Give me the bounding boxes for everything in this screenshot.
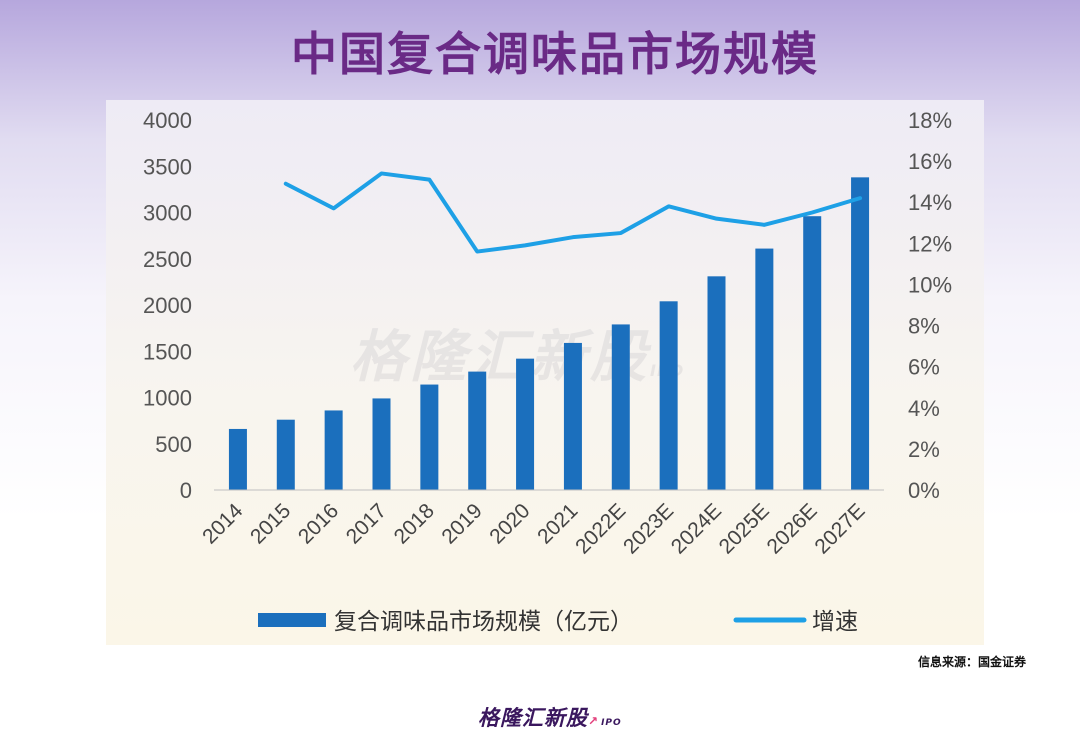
bar-2022E [611,324,630,490]
y-right-tick-label: 2% [908,437,940,462]
brand-name: 格隆汇新股 [478,706,588,730]
x-tick-label: 2022E [571,499,630,558]
bar-2015 [276,419,295,490]
x-tick-label: 2027E [810,499,869,558]
legend-bar-label: 复合调味品市场规模（亿元） [334,609,633,635]
x-tick-label: 2020 [485,499,534,548]
y-right-tick-label: 12% [908,231,952,256]
y-right-tick-label: 6% [908,355,940,380]
legend-bar-swatch [258,613,326,627]
y-left-tick-label: 2500 [143,247,192,272]
x-tick-label: 2024E [667,499,726,558]
bar-2020 [516,358,535,490]
bar-2025E [755,248,774,490]
y-right-tick-label: 0% [908,478,940,503]
bar-2024E [707,276,726,490]
y-right-tick-label: 18% [908,108,952,133]
axis-layer: 0 500 1000 1500 2000 2500 3000 3500 4000 0% 2% 4% 6%… [143,108,952,558]
x-tick-label: 2023E [619,499,678,558]
legend: 复合调味品市场规模（亿元） 增速 [258,609,858,635]
x-tick-label: 2015 [246,499,295,548]
y-right-tick-label: 14% [908,190,952,215]
x-tick-label: 2016 [294,499,343,548]
watermark-text: 格隆汇新股 [350,325,650,390]
x-tick-label: 2019 [437,499,486,548]
x-tick-label: 2026E [763,499,822,558]
y-right-tick-label: 8% [908,314,940,339]
bar-2023E [659,301,678,490]
x-tick-label: 2017 [342,499,391,548]
x-tick-label: 2014 [198,499,248,549]
y-left-tick-label: 3000 [143,201,192,226]
legend-line-label: 增速 [812,609,858,635]
y-left-tick-label: 1500 [143,339,192,364]
brand-suffix: IPO [601,718,622,728]
chart-panel [106,100,984,645]
y-right-tick-label: 10% [908,272,952,297]
y-left-tick-label: 500 [155,432,192,457]
y-left-tick-label: 0 [180,478,192,503]
bar-2027E [851,177,870,490]
bar-2017 [372,398,391,490]
y-left-tick-label: 4000 [143,108,192,133]
growth-line [283,171,863,254]
bar-2019 [468,371,487,490]
y-left-tick-label: 1000 [143,386,192,411]
bar-2018 [420,384,439,490]
line-layer [283,171,863,254]
page-title: 中国复合调味品市场规模 [291,27,819,81]
watermark: 格隆汇新股IPO [350,312,684,393]
bars-layer [228,177,870,490]
y-left-tick-label: 2000 [143,293,192,318]
source-note: 信息来源：国金证券 [918,655,1027,669]
bar-2014 [228,428,247,490]
x-tick-label: 2018 [390,499,439,548]
y-right-tick-label: 16% [908,149,952,174]
y-left-tick-label: 3500 [143,154,192,179]
bar-2016 [324,410,343,490]
x-tick-label: 2025E [715,499,774,558]
bar-2021 [563,342,582,490]
trend-up-icon: ↗ [588,714,600,728]
bar-2026E [803,216,822,490]
y-right-tick-label: 4% [908,396,940,421]
brand-logo: 格隆汇新股↗ IPO [478,702,622,732]
